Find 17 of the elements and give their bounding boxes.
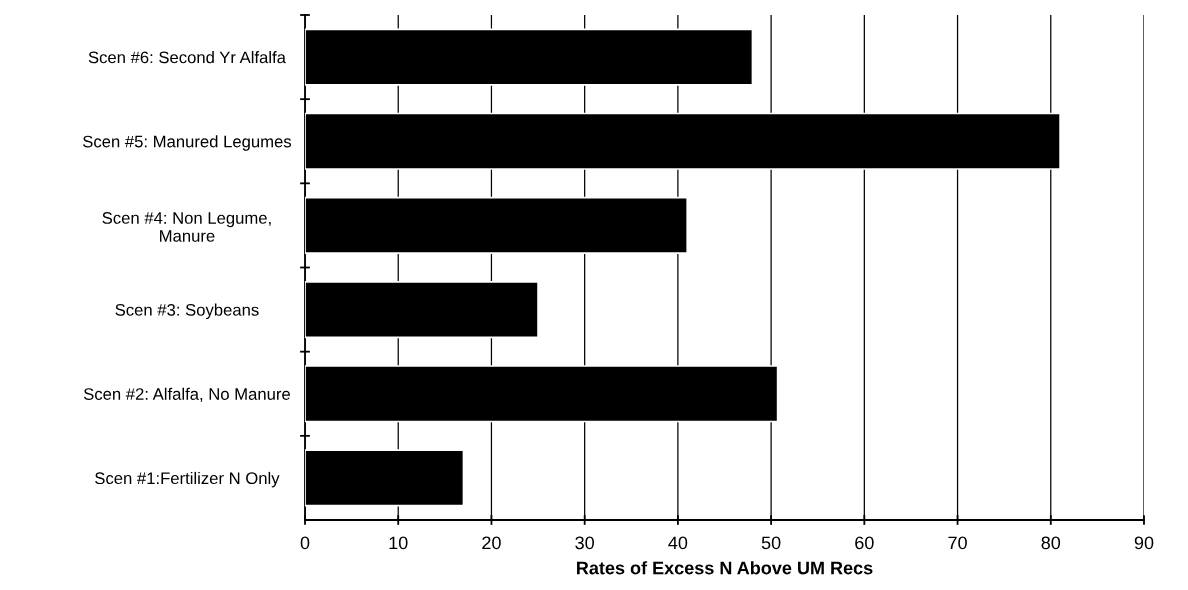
x-tick-label: 20 [482, 536, 501, 550]
y-tick-label: Scen #1:Fertilizer N Only [95, 471, 280, 488]
y-tick-label: Scen #5: Manured Legumes [83, 135, 292, 151]
y-tick-label: Scen #2: Alfalfa, No Manure [83, 387, 290, 402]
x-tick-label: 10 [389, 536, 408, 550]
y-tick-label: Scen #3: Soybeans [115, 303, 259, 320]
x-tick-label: 60 [855, 536, 874, 550]
y-tick-label: Scen #6: Second Yr Alfalfa [88, 51, 286, 64]
y-tick-label: Scen #4: Non Legume, Manure [102, 212, 271, 242]
x-tick-label: 30 [575, 536, 594, 550]
x-tick-label: 90 [1134, 536, 1154, 550]
x-tick-label: 40 [668, 536, 688, 550]
x-tick-label: 80 [1041, 536, 1061, 550]
x-axis-title: Rates of Excess N Above UM Recs [577, 561, 873, 575]
x-tick-label: 50 [761, 536, 781, 550]
x-tick-label: 70 [948, 536, 967, 550]
x-tick-label: 0 [300, 536, 310, 550]
